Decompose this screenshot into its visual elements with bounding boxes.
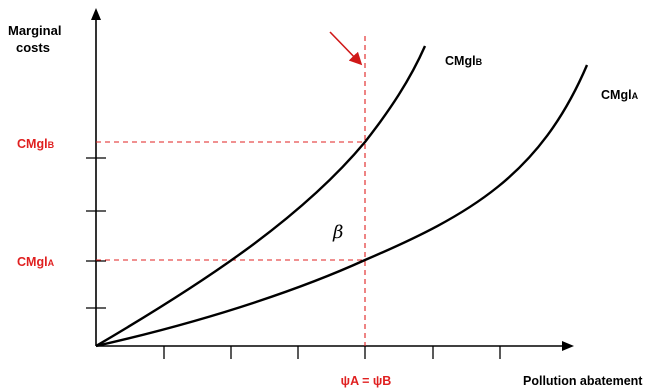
curve-cmgl-a: [95, 64, 589, 348]
x-axis-label: Pollution abatement: [523, 374, 643, 388]
x-axis-arrowhead: [562, 341, 574, 351]
y-mark-label-cmgl-a-main: CMgl: [17, 255, 48, 269]
curve-label-cmgl-a-main: CMgl: [601, 88, 632, 102]
curve-cmgl-b: [95, 45, 427, 348]
curve-label-cmgl-b-sub: B: [476, 57, 483, 67]
area-label-beta: β: [332, 222, 343, 243]
y-mark-label-cmgl-a-sub: A: [48, 258, 55, 268]
y-mark-label-cmgl-b: CMglB: [17, 137, 55, 151]
curve-label-cmgl-a-sub: A: [632, 91, 639, 101]
curve-label-cmgl-b-main: CMgl: [445, 54, 476, 68]
y-mark-label-cmgl-b-sub: B: [48, 140, 55, 150]
curve-label-cmgl-b: CMglB: [445, 54, 483, 68]
y-axis-label-line-1: Marginal: [8, 23, 61, 38]
y-axis-arrowhead: [91, 8, 101, 20]
x-point-label: ψA = ψB: [341, 374, 392, 388]
pointer-arrow-icon: [329, 31, 363, 66]
y-mark-label-cmgl-a: CMglA: [17, 255, 55, 269]
curve-label-cmgl-a: CMglA: [601, 88, 639, 102]
y-mark-label-cmgl-b-main: CMgl: [17, 137, 48, 151]
y-axis-label-line-2: costs: [16, 40, 50, 55]
